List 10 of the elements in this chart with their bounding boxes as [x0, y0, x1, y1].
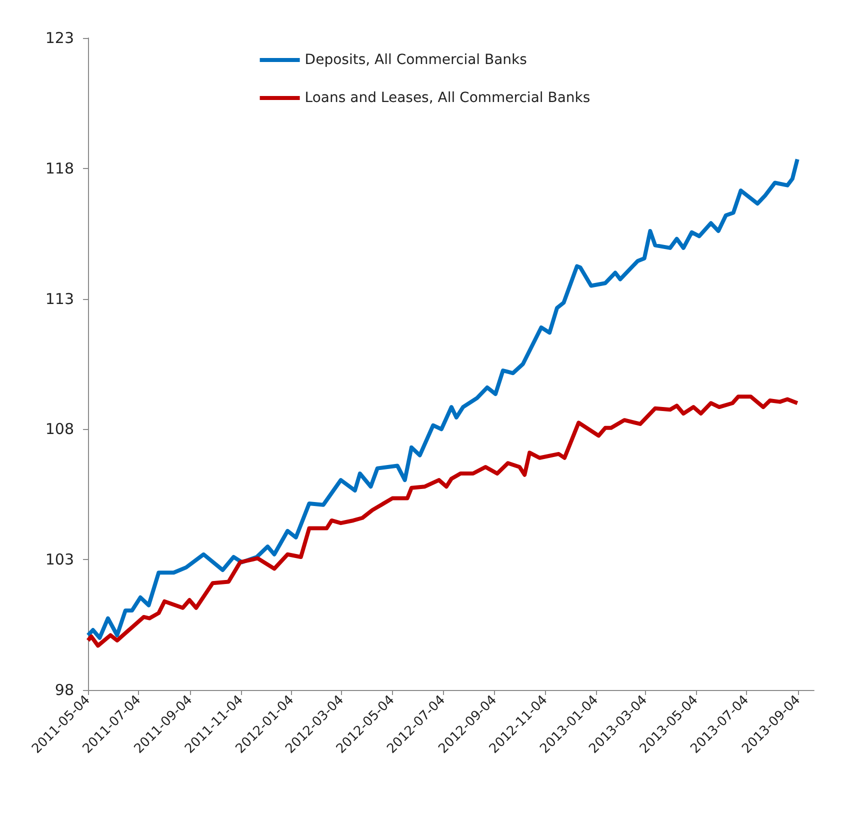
y-tick-label: 123	[45, 29, 74, 47]
legend-label: Loans and Leases, All Commercial Banks	[304, 90, 590, 106]
line-series	[86, 394, 800, 648]
y-tick-label: 118	[45, 159, 74, 178]
legend-label: Deposits, All Commercial Banks	[304, 52, 527, 68]
line-series	[86, 157, 800, 640]
y-tick-label: 113	[45, 290, 74, 308]
y-tick-label: 108	[45, 420, 74, 438]
y-tick-label: 103	[45, 550, 74, 569]
y-tick-label: 98	[54, 681, 74, 699]
